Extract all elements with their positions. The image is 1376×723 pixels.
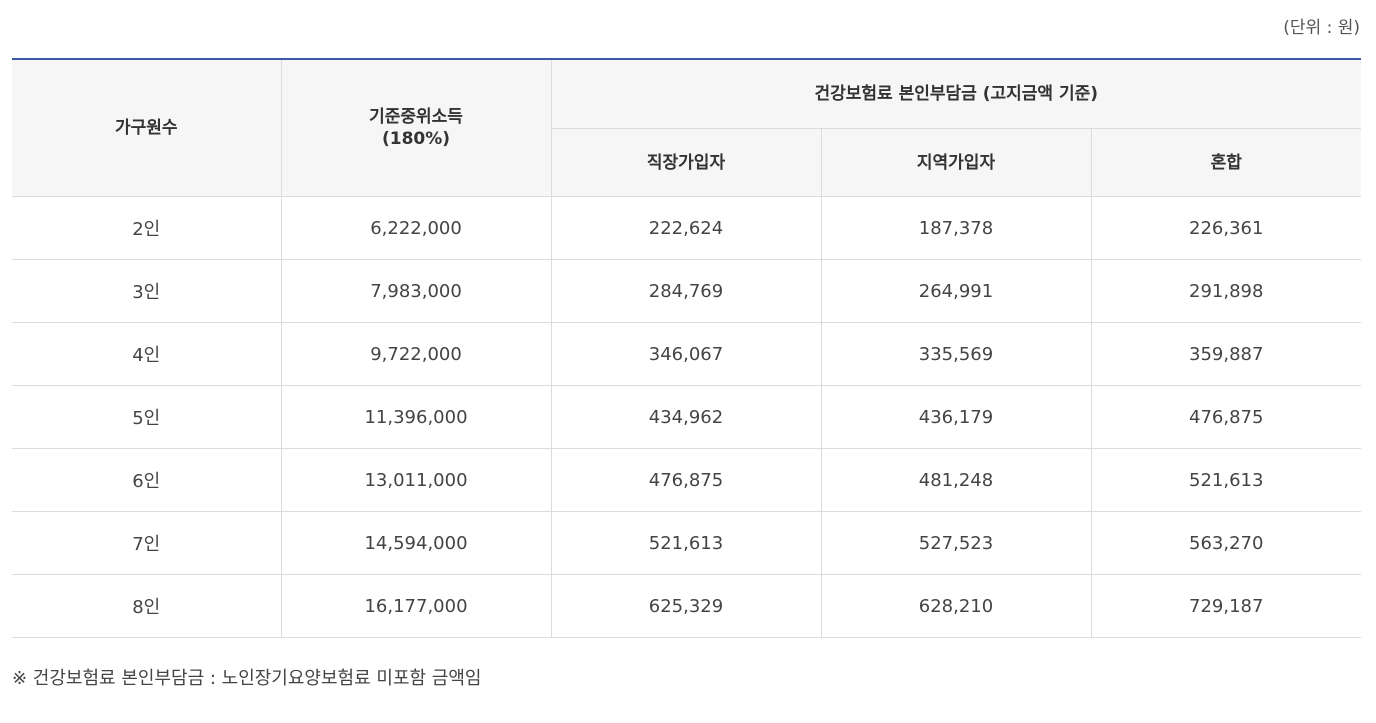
- header-employee: 직장가입자: [550, 128, 821, 197]
- cell-household: 5인: [12, 385, 281, 449]
- cell-income: 6,222,000: [280, 196, 551, 260]
- cell-income: 14,594,000: [280, 511, 551, 575]
- cell-household: 4인: [12, 322, 281, 386]
- footnote: ※ 건강보험료 본인부담금 : 노인장기요양보험료 미포함 금액임: [12, 668, 482, 689]
- header-row-bottom: 직장가입자 지역가입자 혼합: [12, 128, 1362, 197]
- cell-regional: 335,569: [820, 322, 1091, 386]
- cell-regional: 628,210: [820, 574, 1091, 638]
- header-regional: 지역가입자: [820, 128, 1091, 197]
- header-row-top: 가구원수 기준중위소득 (180%) 건강보험료 본인부담금 (고지금액 기준): [12, 59, 1362, 197]
- cell-household: 3인: [12, 259, 281, 323]
- cell-employee: 434,962: [550, 385, 821, 449]
- cell-employee: 476,875: [550, 448, 821, 512]
- header-mixed: 혼합: [1090, 128, 1362, 197]
- unit-label: (단위 : 원): [1283, 18, 1360, 38]
- cell-regional: 481,248: [820, 448, 1091, 512]
- cell-income: 13,011,000: [280, 448, 551, 512]
- cell-mixed: 359,887: [1090, 322, 1362, 386]
- cell-mixed: 476,875: [1090, 385, 1362, 449]
- table-body: 2인 6,222,000 222,624 187,378 226,361 3인 …: [12, 196, 1362, 638]
- header-median-income-label: 기준중위소득 (180%): [369, 107, 463, 149]
- cell-income: 7,983,000: [280, 259, 551, 323]
- cell-income: 11,396,000: [280, 385, 551, 449]
- cell-household: 2인: [12, 196, 281, 260]
- table-row: 2인 6,222,000 222,624 187,378 226,361: [12, 196, 1362, 260]
- cell-mixed: 521,613: [1090, 448, 1362, 512]
- cell-regional: 436,179: [820, 385, 1091, 449]
- table-header: 가구원수 기준중위소득 (180%) 건강보험료 본인부담금 (고지금액 기준)…: [12, 59, 1362, 197]
- cell-mixed: 729,187: [1090, 574, 1362, 638]
- cell-income: 9,722,000: [280, 322, 551, 386]
- table-row: 4인 9,722,000 346,067 335,569 359,887: [12, 322, 1362, 386]
- table-row: 8인 16,177,000 625,329 628,210 729,187: [12, 574, 1362, 638]
- cell-household: 7인: [12, 511, 281, 575]
- header-household: 가구원수: [12, 59, 281, 197]
- cell-income: 16,177,000: [280, 574, 551, 638]
- cell-mixed: 563,270: [1090, 511, 1362, 575]
- header-median-income: 기준중위소득 (180%): [280, 59, 551, 197]
- cell-household: 8인: [12, 574, 281, 638]
- table-row: 5인 11,396,000 434,962 436,179 476,875: [12, 385, 1362, 449]
- table-row: 6인 13,011,000 476,875 481,248 521,613: [12, 448, 1362, 512]
- table-row: 7인 14,594,000 521,613 527,523 563,270: [12, 511, 1362, 575]
- header-premium-group: 건강보험료 본인부담금 (고지금액 기준): [550, 59, 1362, 129]
- cell-employee: 284,769: [550, 259, 821, 323]
- cell-household: 6인: [12, 448, 281, 512]
- cell-employee: 521,613: [550, 511, 821, 575]
- cell-regional: 264,991: [820, 259, 1091, 323]
- cell-mixed: 291,898: [1090, 259, 1362, 323]
- cell-employee: 625,329: [550, 574, 821, 638]
- table-row: 3인 7,983,000 284,769 264,991 291,898: [12, 259, 1362, 323]
- cell-regional: 187,378: [820, 196, 1091, 260]
- cell-employee: 346,067: [550, 322, 821, 386]
- premium-table: 가구원수 기준중위소득 (180%) 건강보험료 본인부담금 (고지금액 기준)…: [12, 58, 1362, 638]
- cell-employee: 222,624: [550, 196, 821, 260]
- cell-mixed: 226,361: [1090, 196, 1362, 260]
- cell-regional: 527,523: [820, 511, 1091, 575]
